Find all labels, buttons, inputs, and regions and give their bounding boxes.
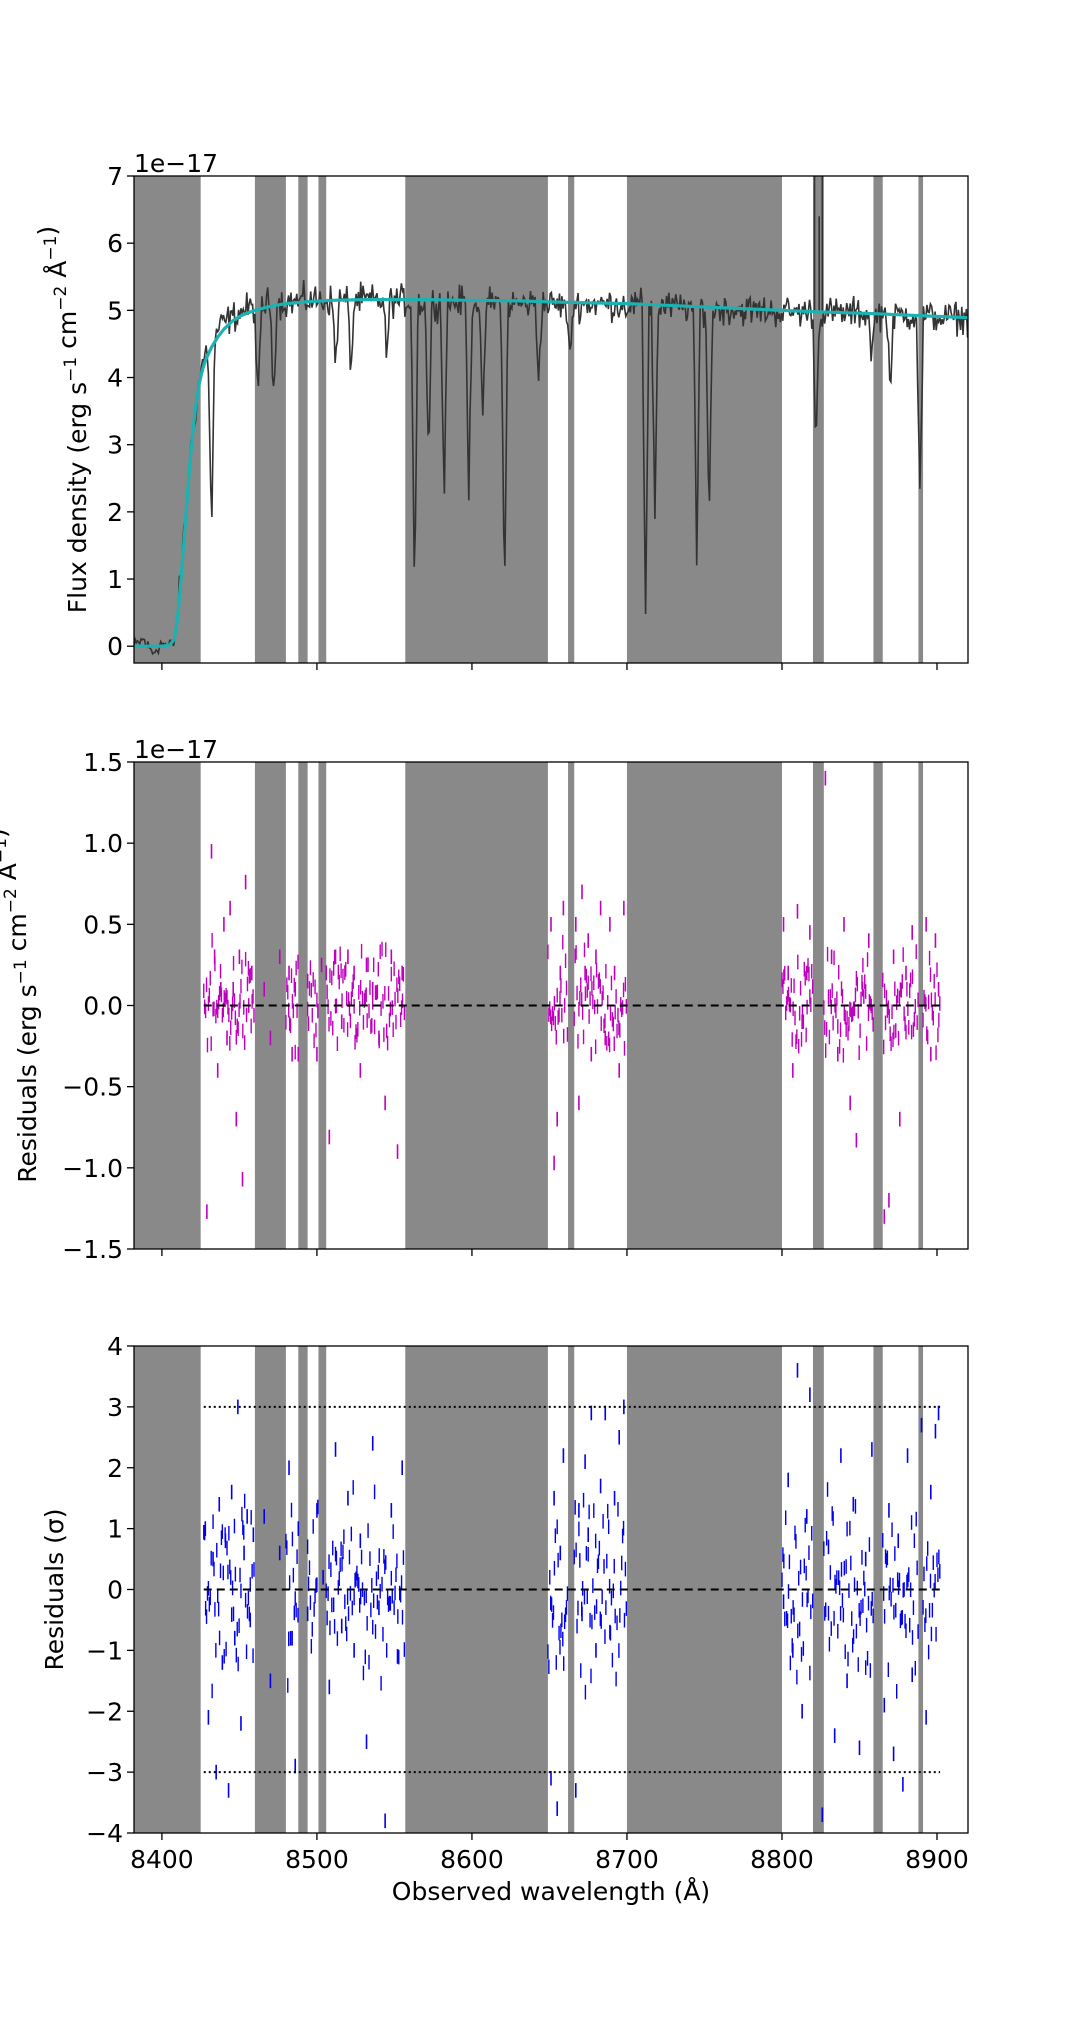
y-axis-label-part: ) [33,226,62,236]
masked-region [873,176,883,663]
y-axis-label-part: cm [53,311,82,357]
plot-frame [133,175,969,664]
y-axis-label-superscript: −2 [51,286,71,311]
x-tick-label: 8900 [905,1845,969,1874]
masked-region [318,176,327,663]
masked-region [812,176,824,663]
masked-region [254,176,286,663]
masked-region [568,176,575,663]
y-tick-label: −3 [86,1758,123,1787]
x-tick-label: 8800 [750,1845,814,1874]
plot-area [134,762,941,1249]
y-axis-label-superscript: −2 [1,888,21,913]
masked-region [134,1346,201,1833]
y-tick-label: −1.5 [62,1235,123,1264]
flux-panel: 0 1 2 3 4 5 6 7 1e−17 Flux density (erg s−1 cm−2 … [33,149,969,670]
y-tick-label: 0 [107,632,123,661]
y-axis-label-superscript: −1 [11,959,31,984]
y-tick-label: 0 [107,1576,123,1605]
y-axis-label-superscript: −1 [0,838,11,863]
y-axis-label-part: Residuals (erg s [13,984,42,1182]
x-axis-label: Observed wavelength (Å) [392,1877,710,1906]
y-tick-label: −1.0 [62,1154,123,1183]
y-tick-label: 3 [107,431,123,460]
y-tick-label: 4 [107,1332,123,1361]
masked-region [298,1346,308,1833]
masked-region [626,176,782,663]
y-tick-label: 2 [107,498,123,527]
y-axis-label-part: ) [40,1509,69,1519]
y-axis-label: Flux density (erg s−1 cm−2 Å−1) [33,226,92,613]
y-axis-label-superscript: −1 [61,357,81,382]
masked-region [405,176,548,663]
normalized-residuals-panel: −4 −3 −2 −1 0 1 2 3 4 8400 8500 8600 8700 8800 8900 Res… [40,1332,969,1874]
x-tick-label: 8500 [285,1845,349,1874]
y-tick-label: −0.5 [62,1073,123,1102]
y-tick-label: −2 [86,1697,123,1726]
y-tick-label: 1.5 [83,748,123,777]
x-tick-label: 8700 [595,1845,659,1874]
model-line [134,298,968,648]
plot-area [134,1346,941,1833]
y-axis-label-part: Residuals ( [40,1534,69,1670]
plot-area [134,176,968,663]
y-axis-label-part: σ [40,1518,69,1534]
y-axis-label-superscript: −1 [41,236,61,261]
y-axis-label: Residuals (erg s−1 cm−2 Å−1) [0,828,42,1182]
y-tick-label: 1 [107,1515,123,1544]
y-axis-label-part: ) [0,828,12,838]
y-tick-label: 0.5 [83,910,123,939]
masked-region [873,762,883,1249]
offset-text: 1e−17 [134,149,218,178]
y-tick-label: 6 [107,229,123,258]
x-tick-label: 8600 [440,1845,504,1874]
y-tick-label: 3 [107,1393,123,1422]
y-tick-label: −4 [86,1819,123,1848]
y-tick-label: 1.0 [83,829,123,858]
y-tick-label: 0.0 [83,992,123,1021]
offset-text: 1e−17 [134,735,218,764]
y-tick-label: −1 [86,1636,123,1665]
residuals-panel: −1.5 −1.0 −0.5 0.0 0.5 1.0 1.5 1e−17 Residuals (… [0,735,969,1264]
masked-region [298,762,308,1249]
y-tick-label: 5 [107,296,123,325]
x-tick-label: 8400 [130,1845,194,1874]
y-axis-label-part: Å [0,863,22,888]
y-tick-label: 2 [107,1454,123,1483]
masked-region [298,176,308,663]
y-axis-label-part: cm [3,913,32,959]
masked-region [134,762,201,1249]
y-axis-label-part: Flux density (erg s [63,382,92,613]
masked-region [873,1346,883,1833]
y-axis-label: Residuals (σ) [40,1509,69,1671]
y-tick-label: 1 [107,565,123,594]
y-tick-label: 4 [107,364,123,393]
masked-region [134,176,201,663]
y-axis-label-part: Å [43,261,72,286]
y-tick-label: 7 [107,162,123,191]
